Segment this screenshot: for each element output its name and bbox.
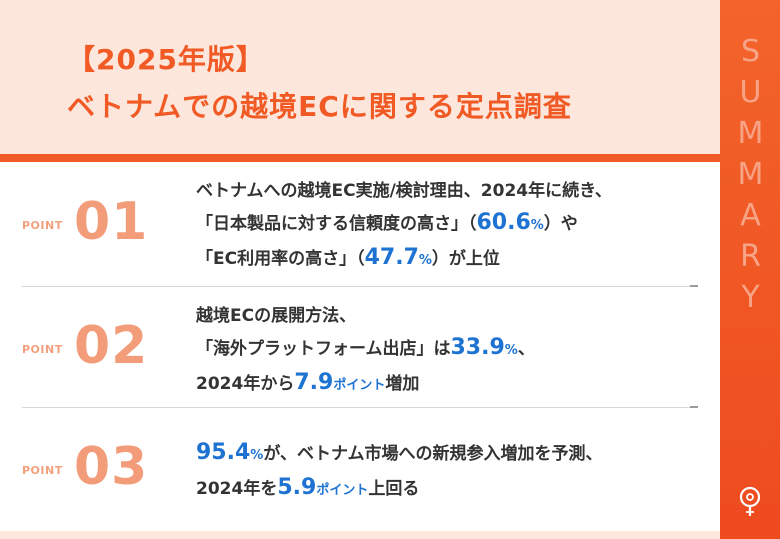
highlight-unit: % (418, 253, 432, 268)
text-segment: 増加 (385, 374, 420, 394)
header-banner: 【2025年版】 ベトナムでの越境ECに関する定点調査 (0, 0, 720, 160)
point-label: POINT (22, 343, 63, 356)
point-02: POINT 02 越境ECの展開方法、 「海外プラットフォーム出店」は33.9%… (0, 287, 720, 407)
highlight-value: 95.4 (196, 440, 251, 465)
page-title: ベトナムでの越境ECに関する定点調査 (67, 90, 572, 123)
text-segment: ）が上位 (431, 249, 500, 269)
point-label: POINT (22, 219, 63, 232)
lightbulb-icon (739, 486, 761, 516)
bottom-strip (0, 531, 720, 539)
point-line: 2024年から7.9ポイント増加 (196, 367, 535, 402)
text-segment: 2024年を (196, 479, 278, 499)
point-03: POINT 03 95.4%が、ベトナム市場への新規参入増加を予測、 2024年… (0, 408, 720, 532)
point-line: 2024年を5.9ポイント上回る (196, 472, 602, 507)
text-segment: が、ベトナム市場への新規参入増加を予測、 (263, 444, 603, 464)
text-segment: 2024年から (196, 374, 295, 394)
point-line: 「EC利用率の高さ」（47.7%）が上位 (196, 242, 612, 277)
text-segment: 「日本製品に対する信頼度の高さ」（ (196, 214, 477, 234)
sidebar-summary-label: SUMMARY (733, 34, 768, 321)
highlight-unit: ポイント (316, 483, 369, 498)
text-segment: 上回る (368, 479, 420, 499)
text-segment: 「EC利用率の高さ」（ (196, 249, 365, 269)
summary-card: POINT 01 ベトナムへの越境EC実施/検討理由、2024年に続き、 「日本… (0, 162, 720, 539)
highlight-value: 47.7 (364, 245, 419, 270)
highlight-unit: ポイント (333, 378, 386, 393)
divider (22, 406, 698, 408)
point-line: 95.4%が、ベトナム市場への新規参入増加を予測、 (196, 437, 602, 472)
point-label: POINT (22, 464, 63, 477)
point-number: 01 (74, 192, 149, 252)
divider (22, 285, 698, 287)
point-line: 「日本製品に対する信頼度の高さ」（60.6%）や (196, 207, 612, 242)
highlight-value: 33.9 (450, 335, 505, 360)
point-number: 02 (74, 316, 149, 376)
point-text: ベトナムへの越境EC実施/検討理由、2024年に続き、 「日本製品に対する信頼度… (196, 175, 612, 277)
point-line: ベトナムへの越境EC実施/検討理由、2024年に続き、 (196, 175, 612, 207)
text-segment: 「海外プラットフォーム出店」は (196, 339, 451, 359)
accent-strip (0, 154, 720, 162)
highlight-value: 7.9 (294, 370, 334, 395)
page-title-year: 【2025年版】 (67, 43, 265, 76)
point-line: 「海外プラットフォーム出店」は33.9%、 (196, 332, 535, 367)
text-segment: ベトナムへの越境EC実施/検討理由、2024年に続き、 (196, 181, 612, 201)
highlight-unit: % (504, 343, 518, 358)
point-number: 03 (74, 437, 149, 497)
text-segment: 、 (517, 339, 535, 359)
highlight-value: 60.6 (476, 210, 531, 235)
summary-sidebar: SUMMARY (720, 0, 780, 539)
point-text: 95.4%が、ベトナム市場への新規参入増加を予測、 2024年を5.9ポイント上… (196, 437, 602, 507)
point-line: 越境ECの展開方法、 (196, 300, 535, 332)
highlight-unit: % (250, 448, 264, 463)
text-segment: ）や (543, 214, 578, 234)
point-01: POINT 01 ベトナムへの越境EC実施/検討理由、2024年に続き、 「日本… (0, 162, 720, 286)
highlight-value: 5.9 (277, 475, 317, 500)
text-segment: 越境ECの展開方法、 (196, 306, 357, 326)
highlight-unit: % (530, 218, 544, 233)
point-text: 越境ECの展開方法、 「海外プラットフォーム出店」は33.9%、 2024年から… (196, 300, 535, 402)
